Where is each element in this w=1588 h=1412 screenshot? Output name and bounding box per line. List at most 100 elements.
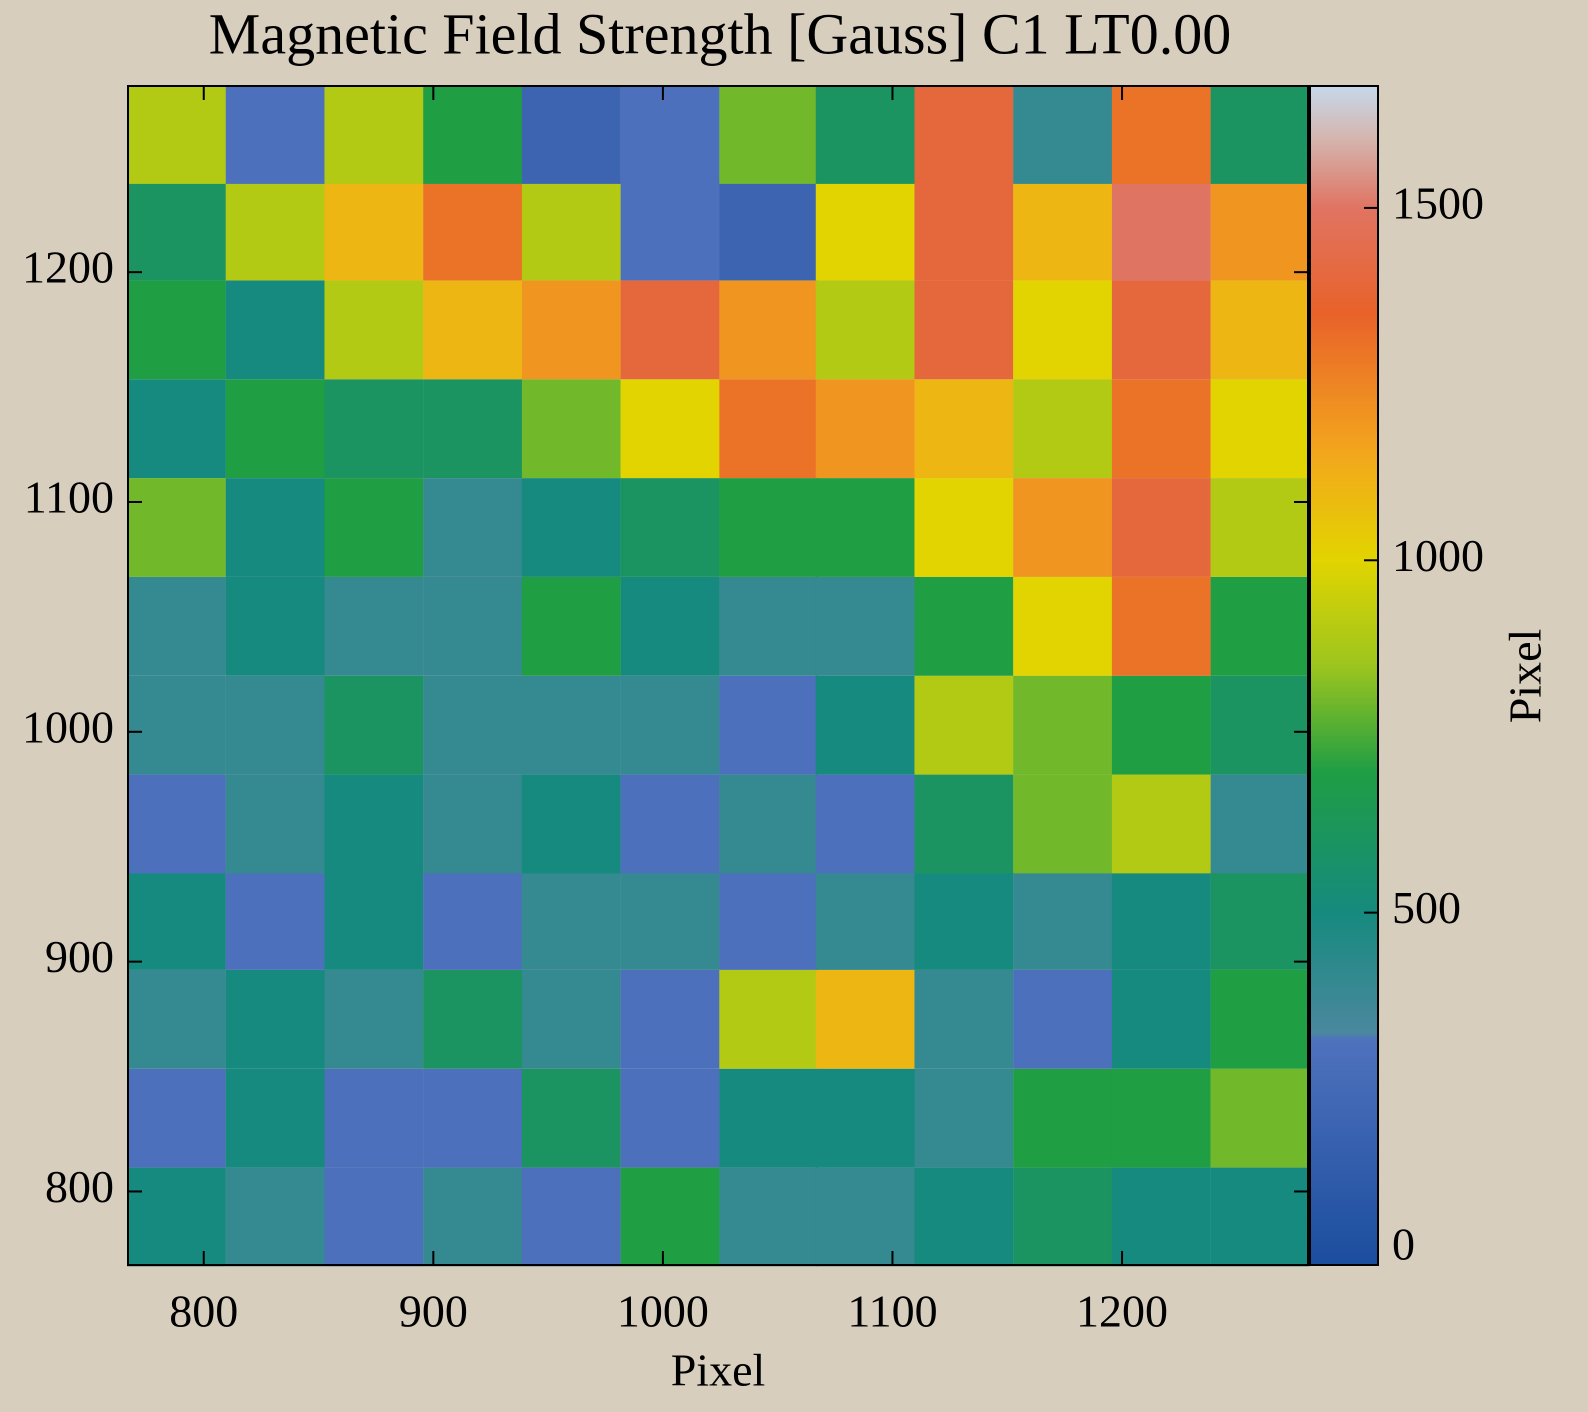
heatmap-cell [816, 182, 915, 281]
heatmap-cell [816, 1069, 915, 1168]
heatmap-cell [816, 871, 915, 970]
heatmap-cell [621, 182, 720, 281]
heatmap-cell [522, 1168, 621, 1267]
heatmap-cell [423, 1069, 522, 1168]
x-tick-label: 1100 [847, 1286, 937, 1337]
heatmap-cell [1013, 1069, 1112, 1168]
heatmap-cell [621, 871, 720, 970]
heatmap-cell [324, 478, 423, 577]
heatmap-cell [522, 280, 621, 379]
heatmap-cell [1112, 577, 1211, 676]
heatmap-cell [1112, 1168, 1211, 1267]
heatmap-cell [621, 1168, 720, 1267]
heatmap-cell [324, 970, 423, 1069]
heatmap-cell [423, 280, 522, 379]
heatmap-cell [1112, 1069, 1211, 1168]
heatmap-cell [324, 182, 423, 281]
heatmap-cell [226, 182, 325, 281]
heatmap-cell [127, 577, 226, 676]
heatmap-cell [1013, 775, 1112, 874]
heatmap-cell [719, 478, 818, 577]
heatmap-cell [1211, 871, 1310, 970]
heatmap-cell [324, 871, 423, 970]
heatmap-cell [226, 775, 325, 874]
heatmap-cell [914, 85, 1013, 184]
colorbar-tick-label: 500 [1392, 882, 1461, 933]
heatmap-cell [127, 280, 226, 379]
heatmap-cell [324, 1168, 423, 1267]
heatmap-cell [719, 1168, 818, 1267]
y-tick-label: 900 [45, 931, 114, 982]
heatmap-cell [324, 280, 423, 379]
heatmap-cell [226, 871, 325, 970]
heatmap-cell [226, 577, 325, 676]
heatmap-cell [1112, 182, 1211, 281]
heatmap-cell [719, 775, 818, 874]
heatmap-cell [621, 676, 720, 775]
heatmap-cell [621, 478, 720, 577]
heatmap-cell [1013, 970, 1112, 1069]
heatmap-cell [423, 676, 522, 775]
heatmap-cell [914, 970, 1013, 1069]
colorbar-tick-label: 0 [1392, 1219, 1415, 1270]
heatmap-cell [719, 280, 818, 379]
heatmap-cell [719, 379, 818, 478]
heatmap-cell [914, 775, 1013, 874]
heatmap-cell [914, 1069, 1013, 1168]
heatmap-cell [719, 871, 818, 970]
heatmap-cell [914, 577, 1013, 676]
heatmap-cell [324, 676, 423, 775]
heatmap-cell [324, 775, 423, 874]
heatmap-cell [522, 1069, 621, 1168]
heatmap-cell [423, 970, 522, 1069]
y-tick-label: 800 [45, 1161, 114, 1212]
heatmap-cell [719, 1069, 818, 1168]
heatmap-cell [1013, 85, 1112, 184]
heatmap-cell [719, 970, 818, 1069]
colorbar [1310, 86, 1378, 1265]
heatmap-cell [1013, 379, 1112, 478]
heatmap-cell [621, 85, 720, 184]
heatmap-cell [816, 1168, 915, 1267]
heatmap-cell [914, 280, 1013, 379]
heatmap-cell [324, 1069, 423, 1168]
heatmap-cell [1112, 280, 1211, 379]
heatmap-cell [1211, 1069, 1310, 1168]
heatmap-cell [1112, 676, 1211, 775]
heatmap-cell [127, 182, 226, 281]
x-tick-label: 900 [399, 1286, 468, 1337]
x-tick-label: 800 [169, 1286, 238, 1337]
heatmap-cell [423, 182, 522, 281]
heatmap-cell [914, 676, 1013, 775]
heatmap-cell [522, 775, 621, 874]
heatmap-cell [522, 379, 621, 478]
heatmap-cell [1112, 379, 1211, 478]
heatmap-cell [423, 85, 522, 184]
heatmap-cell [127, 379, 226, 478]
heatmap-cell [324, 577, 423, 676]
heatmap-cell [816, 970, 915, 1069]
heatmap-cell [324, 379, 423, 478]
heatmap-cell [423, 577, 522, 676]
heatmap-cell [127, 871, 226, 970]
heatmap-cell [1112, 85, 1211, 184]
heatmap-cell [621, 577, 720, 676]
heatmap-cell [816, 676, 915, 775]
heatmap-cell [1013, 280, 1112, 379]
heatmap-cell [1211, 1168, 1310, 1267]
heatmap-cell [816, 577, 915, 676]
heatmap-cell [127, 478, 226, 577]
heatmap-cell [719, 577, 818, 676]
x-tick-label: 1000 [617, 1286, 709, 1337]
heatmap-cell [522, 970, 621, 1069]
chart-title: Magnetic Field Strength [Gauss] C1 LT0.0… [209, 1, 1231, 66]
heatmap-cell [1211, 775, 1310, 874]
heatmap-cell [719, 85, 818, 184]
heatmap-cell [816, 478, 915, 577]
heatmap-cell [621, 970, 720, 1069]
colorbar-tick-label: 1000 [1392, 530, 1484, 581]
heatmap-cell [226, 970, 325, 1069]
x-axis-label: Pixel [671, 1345, 766, 1396]
